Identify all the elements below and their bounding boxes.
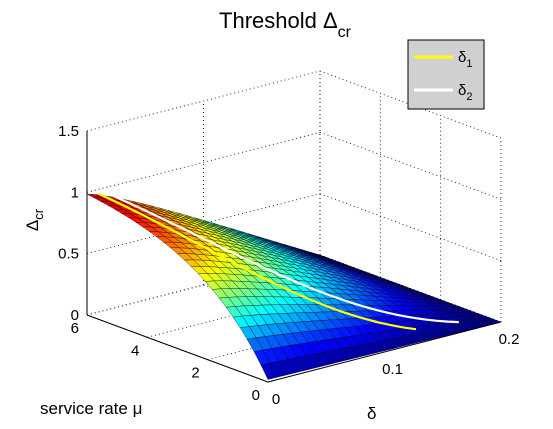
grid-line — [319, 193, 502, 262]
x-tick-label: 0 — [272, 391, 280, 408]
x-tick-label: 0.1 — [382, 361, 403, 378]
x-axis-line — [267, 321, 502, 383]
y-axis-line — [86, 314, 269, 383]
z-tick-label: 1.5 — [58, 123, 79, 140]
surface-cell — [260, 362, 278, 380]
legend-box — [407, 39, 485, 110]
z-tick-label: 0.5 — [58, 246, 79, 263]
x-tick-label: 0.2 — [499, 331, 520, 348]
y-tick-label: 0 — [252, 387, 260, 404]
x-axis-label: δ — [367, 404, 376, 423]
legend-label-series-2: δ2 — [458, 82, 472, 103]
chart-title-subscript: cr — [338, 24, 352, 41]
y-tick-label: 2 — [191, 365, 199, 382]
series-line-1 — [97, 192, 417, 331]
grid-line — [319, 131, 502, 200]
legend-label-series-1: δ1 — [458, 49, 472, 70]
surface-plot — [86, 193, 502, 380]
z-tick-label: 1 — [71, 184, 79, 201]
y-tick-label: 4 — [131, 342, 139, 359]
z-tick-label: 0 — [71, 307, 79, 324]
series-line-2 — [113, 195, 459, 324]
z-axis-label: Δcr — [23, 208, 46, 231]
y-axis-label: service rate μ — [40, 399, 142, 418]
grid-line — [86, 70, 321, 132]
y-tick-label: 6 — [71, 320, 79, 337]
legend: δ1 δ2 — [407, 39, 485, 110]
grid-line — [86, 131, 321, 193]
chart-title: Threshold Δcr — [219, 8, 352, 41]
z-axis-label-subscript: cr — [31, 208, 46, 220]
threshold-curves — [97, 192, 459, 331]
